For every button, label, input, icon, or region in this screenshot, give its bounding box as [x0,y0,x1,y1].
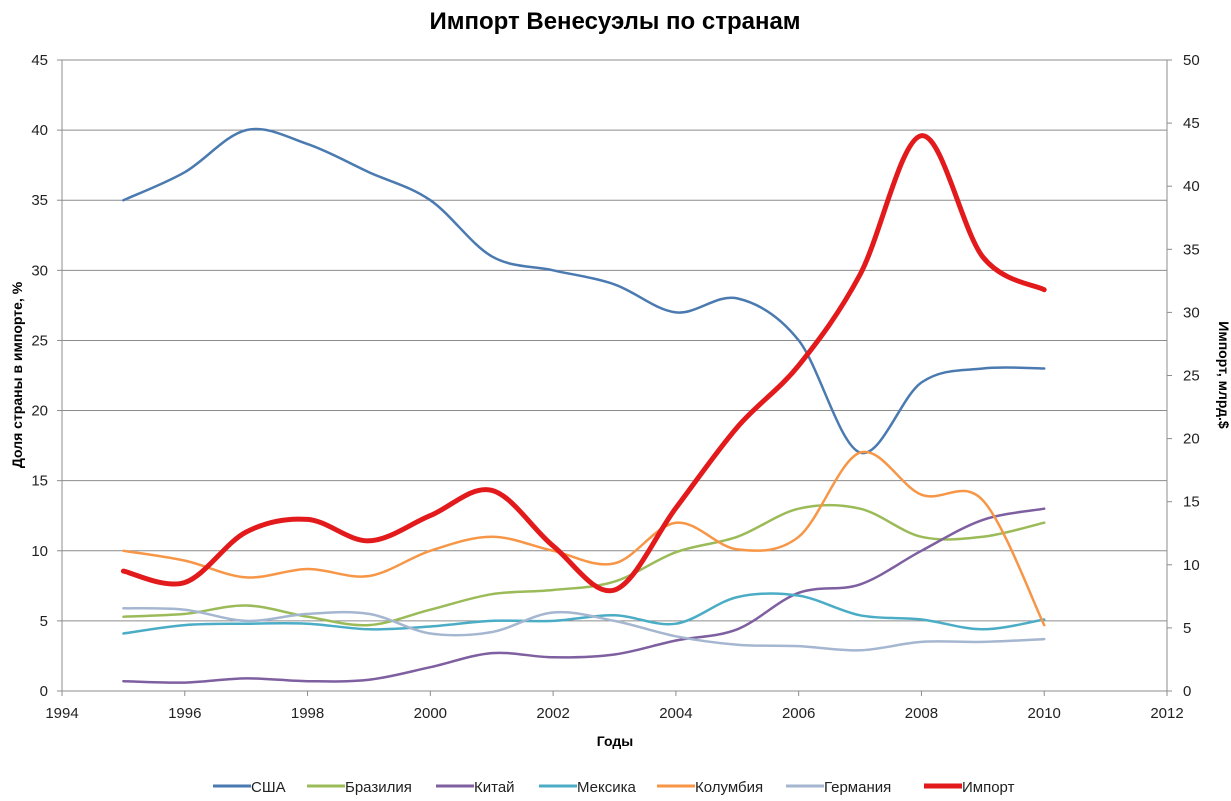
series-line-1 [122,127,1046,455]
x-tick-label: 2012 [1150,705,1183,722]
x-tick-label: 2008 [905,705,938,722]
x-tick-label: 2000 [414,705,447,722]
legend-label: Мексика [577,779,637,796]
y-right-tick-label: 50 [1183,52,1200,69]
y-left-tick-label: 40 [31,122,48,139]
x-axis-label: Годы [597,733,633,749]
legend-label: Импорт [962,779,1015,796]
y-left-tick-label: 15 [31,473,48,490]
y-left-tick-label: 25 [31,332,48,349]
y-axis-label-left: Доля страны в импорте, % [9,281,25,468]
y-right-tick-label: 15 [1183,494,1200,511]
y-right-tick-label: 10 [1183,557,1200,574]
y-right-tick-label: 30 [1183,304,1200,321]
y-right-tick-label: 40 [1183,178,1200,195]
y-right-tick-label: 0 [1183,683,1191,700]
x-tick-label: 2002 [536,705,569,722]
x-tick-label: 1994 [45,705,78,722]
series-line-7 [120,133,1047,594]
chart-title: Импорт Венесуэлы по странам [429,8,800,35]
y-left-tick-label: 5 [40,613,48,630]
y-left-tick-label: 35 [31,192,48,209]
x-tick-label: 1998 [291,705,324,722]
y-left-tick-label: 30 [31,262,48,279]
y-right-tick-label: 45 [1183,115,1200,132]
y-left-tick-label: 0 [40,683,48,700]
y-right-tick-label: 5 [1183,620,1191,637]
y-right-tick-label: 20 [1183,431,1200,448]
legend: США Бразилия Китай Мексика Колумбия Германия И… [213,779,1015,796]
legend-label: США [251,779,286,796]
x-tick-label: 2010 [1028,705,1061,722]
x-tick-label: 2004 [659,705,692,722]
series-line-5 [122,450,1046,627]
legend-label: Китай [474,779,515,796]
series-line-6 [122,607,1046,652]
y-left-tick-label: 10 [31,543,48,560]
legend-label: Колумбия [695,779,763,796]
y-left-tick-label: 20 [31,403,48,420]
y-left-tick-label: 45 [31,52,48,69]
x-tick-label: 2006 [782,705,815,722]
y-right-tick-label: 25 [1183,368,1200,385]
legend-label: Германия [824,779,891,796]
x-tick-label: 1996 [168,705,201,722]
y-right-tick-label: 35 [1183,241,1200,258]
series-line-3 [122,507,1046,684]
legend-label: Бразилия [345,779,412,796]
y-axis-label-right: Импорт, млрд.$ [1216,321,1231,429]
